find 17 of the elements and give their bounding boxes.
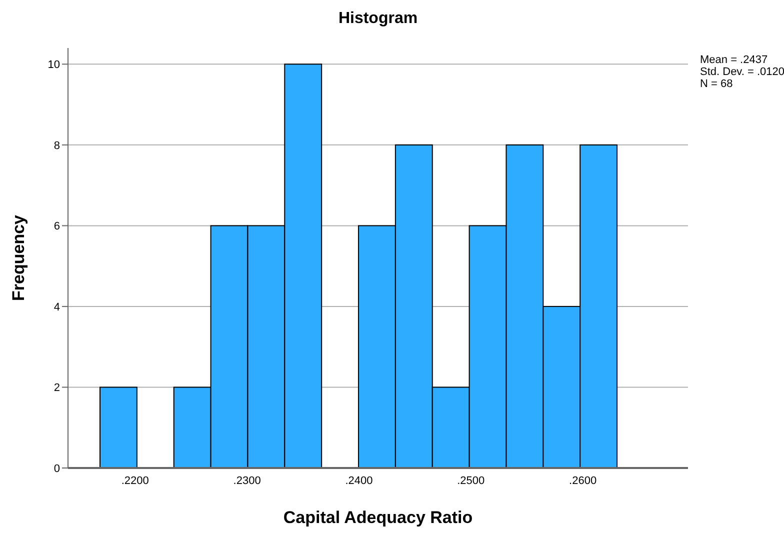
y-tick-label: 2 [54,382,60,394]
chart-title: Histogram [337,10,419,28]
x-tick-label: .2400 [345,474,373,487]
x-tick-label: .2500 [457,474,485,487]
x-tick-label: .2200 [121,474,149,487]
y-tick-label: 6 [54,220,60,233]
y-tick-label: 4 [54,301,60,314]
text: Std. Dev. = .0120 [700,66,784,78]
y-tick-label: 10 [48,59,60,72]
text: N = 68 [700,78,734,90]
y-axis-title: Frequency [9,214,28,301]
x-tick-label: .2600 [569,474,597,487]
y-tick-label: 0 [54,462,60,475]
x-axis-title: Capital Adequacy Ratio [283,508,473,527]
text: Mean = .2437 [700,54,769,66]
y-tick-label: 8 [54,140,60,152]
x-tick-label: .2300 [233,474,261,487]
